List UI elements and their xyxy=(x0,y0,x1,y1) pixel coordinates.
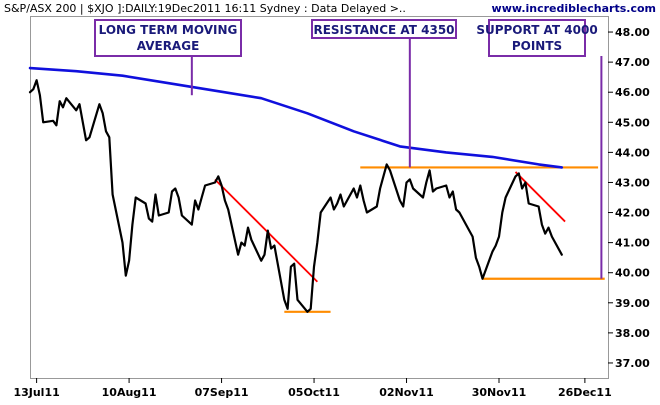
plot-border xyxy=(30,16,609,379)
horizontal-levels xyxy=(284,166,605,313)
annotation-text: LONG TERM MOVING xyxy=(99,23,238,37)
y-tick-label: 39.00 xyxy=(615,297,650,310)
annotation-callout: LONG TERM MOVING AVERAGE xyxy=(94,19,242,96)
annotation-box xyxy=(94,19,242,57)
annotations: LONG TERM MOVING AVERAGE RESISTANCE AT 435… xyxy=(94,19,603,279)
annotation-text: AVERAGE xyxy=(137,39,200,53)
x-axis: 13Jul11 10Aug11 07Sep11 05Oct11 02Nov11 30Nov… xyxy=(13,378,612,399)
y-tick-label: 41.00 xyxy=(615,237,650,250)
annotation-text: POINTS xyxy=(512,39,562,53)
y-tick-label: 48.00 xyxy=(615,26,650,39)
annotation-text: RESISTANCE AT 4350 xyxy=(313,23,454,37)
x-tick-label: 26Dec11 xyxy=(558,386,612,399)
y-tick-label: 44.00 xyxy=(615,146,650,159)
x-tick-label: 13Jul11 xyxy=(13,386,59,399)
x-tick-label: 30Nov11 xyxy=(472,386,527,399)
x-tick-label: 07Sep11 xyxy=(195,386,249,399)
y-tick-label: 42.00 xyxy=(615,207,650,220)
y-tick-label: 40.00 xyxy=(615,267,650,280)
annotation-callout: RESISTANCE AT 4350 xyxy=(311,19,457,168)
x-tick-label: 10Aug11 xyxy=(102,386,157,399)
annotation-box xyxy=(488,19,586,57)
annotation-callout: SUPPORT AT 4000 POINTS xyxy=(476,19,603,279)
annotation-box xyxy=(311,19,457,39)
moving-average-line xyxy=(28,66,564,169)
annotation-text: SUPPORT AT 4000 xyxy=(476,23,597,37)
price-line xyxy=(28,79,563,313)
trendline xyxy=(514,171,566,223)
trendlines xyxy=(214,171,566,283)
y-tick-label: 38.00 xyxy=(615,327,650,340)
y-tick-label: 43.00 xyxy=(615,176,650,189)
x-tick-label: 05Oct11 xyxy=(288,386,340,399)
trendline xyxy=(214,178,318,283)
y-tick-label: 37.00 xyxy=(615,357,650,370)
y-tick-label: 46.00 xyxy=(615,86,650,99)
chart-header-title: S&P/ASX 200 | $XJO ]:DAILY:19Dec2011 16:… xyxy=(4,2,406,15)
x-tick-label: 02Nov11 xyxy=(379,386,434,399)
y-axis: 37.00 38.00 39.00 40.00 41.00 42.00 43.00 44.00… xyxy=(608,26,650,370)
y-tick-label: 47.00 xyxy=(615,56,650,69)
series-lines xyxy=(28,66,564,313)
y-tick-label: 45.00 xyxy=(615,116,650,129)
website-label: www.incrediblecharts.com xyxy=(492,2,656,15)
